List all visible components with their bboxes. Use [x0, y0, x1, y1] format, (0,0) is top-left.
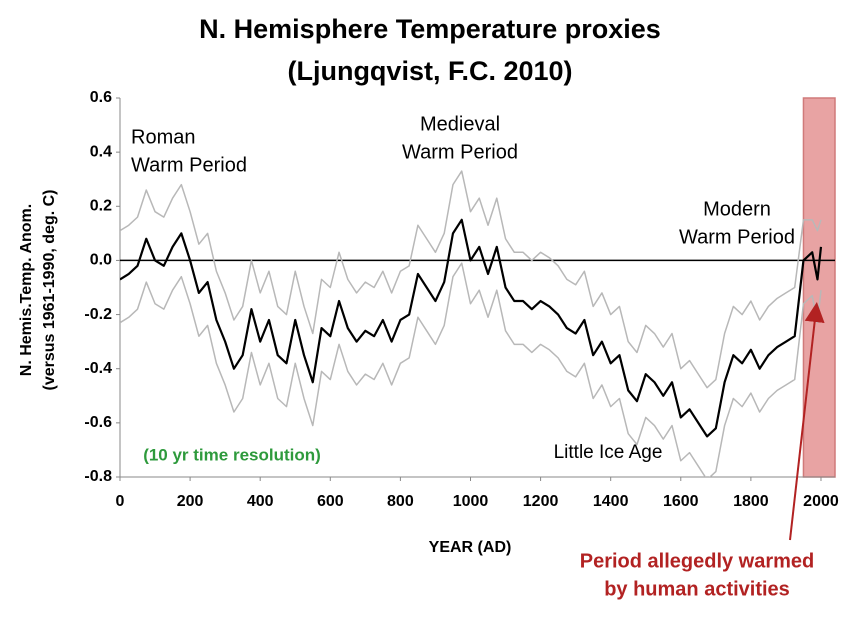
plot-area — [120, 170, 823, 477]
main-line — [120, 218, 823, 438]
y-tick-label: 0.4 — [90, 143, 112, 160]
annotation: Period allegedly warmed — [580, 550, 815, 572]
x-tick-label: 1200 — [523, 493, 559, 510]
y-tick-label: -0.6 — [84, 414, 112, 431]
y-tick-label: -0.4 — [84, 360, 112, 377]
x-tick-label: 2000 — [803, 493, 839, 510]
annotation: by human activities — [604, 578, 790, 600]
annotation: Little Ice Age — [554, 442, 663, 463]
x-tick-label: 800 — [387, 493, 414, 510]
x-tick-label: 1800 — [733, 493, 769, 510]
y-tick-label: -0.8 — [84, 468, 112, 485]
chart-title: (Ljungqvist, F.C. 2010) — [287, 56, 572, 86]
x-tick-label: 400 — [247, 493, 274, 510]
y-axis-label: (versus 1961-1990, deg. C) — [41, 190, 58, 391]
annotation: Roman — [131, 126, 195, 148]
x-axis-label: YEAR (AD) — [429, 539, 512, 556]
y-tick-label: -0.2 — [84, 306, 112, 323]
y-tick-label: 0.2 — [90, 198, 112, 215]
x-tick-label: 1600 — [663, 493, 699, 510]
y-tick-label: 0.0 — [90, 252, 112, 269]
annotation: Medieval — [420, 113, 500, 135]
range-line — [120, 262, 822, 477]
annotation: Modern — [703, 198, 771, 220]
chart-title: N. Hemisphere Temperature proxies — [199, 14, 661, 44]
annotation: Warm Period — [402, 141, 518, 163]
x-tick-label: 0 — [116, 493, 125, 510]
x-tick-label: 1400 — [593, 493, 629, 510]
arrow — [789, 302, 825, 541]
y-axis-label: N. Hemis.Temp. Anom. — [18, 204, 35, 376]
annotation: Warm Period — [131, 154, 247, 176]
y-tick-label: 0.6 — [90, 89, 112, 106]
x-tick-label: 1000 — [453, 493, 489, 510]
highlight-band — [802, 97, 836, 478]
annotation: (10 yr time resolution) — [143, 445, 321, 464]
annotation: Warm Period — [679, 226, 795, 248]
range-line — [120, 170, 822, 389]
x-tick-label: 200 — [177, 493, 204, 510]
x-tick-label: 600 — [317, 493, 344, 510]
